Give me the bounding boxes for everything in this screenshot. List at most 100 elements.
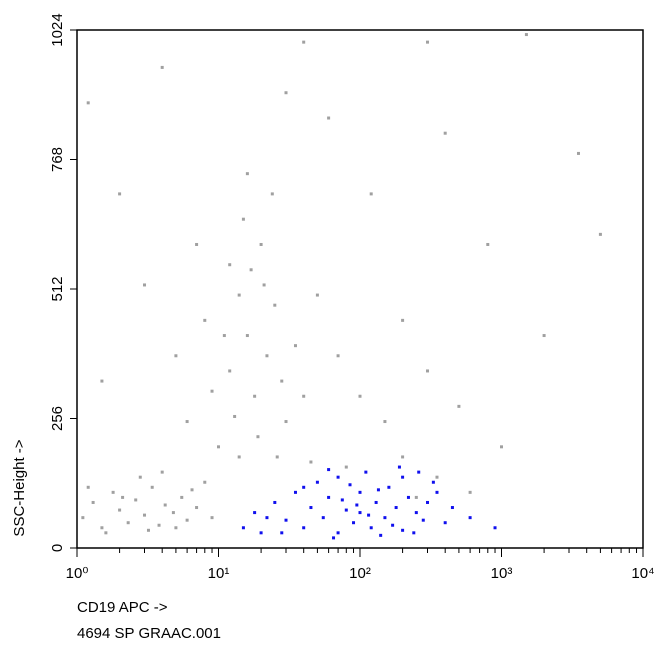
point — [280, 531, 284, 535]
point — [426, 369, 430, 373]
point — [468, 490, 472, 494]
y-tick-label: 256 — [49, 406, 66, 431]
x-axis-label: CD19 APC -> — [77, 599, 168, 616]
point — [352, 521, 356, 525]
point — [394, 506, 398, 510]
point — [259, 531, 263, 535]
y-axis-label: SSC-Height -> — [11, 439, 28, 536]
point — [185, 420, 189, 424]
point — [273, 500, 277, 504]
point — [195, 506, 199, 510]
y-tick-label: 0 — [49, 544, 66, 552]
point — [493, 526, 497, 530]
point — [143, 283, 147, 287]
point — [321, 516, 325, 520]
point — [435, 475, 439, 479]
point — [414, 511, 418, 515]
point — [426, 500, 430, 504]
point — [91, 500, 95, 504]
point — [233, 414, 237, 418]
point — [121, 495, 125, 499]
point — [302, 526, 306, 530]
point — [174, 354, 178, 358]
point — [126, 521, 130, 525]
point — [195, 242, 199, 246]
point — [412, 531, 416, 535]
point — [163, 503, 167, 507]
point — [249, 268, 253, 272]
point — [253, 511, 257, 515]
point — [327, 495, 331, 499]
point — [284, 91, 288, 95]
point — [190, 488, 194, 492]
point — [265, 354, 269, 358]
point — [315, 480, 319, 484]
point — [348, 483, 352, 487]
point — [344, 465, 348, 469]
point — [383, 516, 387, 520]
point — [302, 394, 306, 398]
point — [259, 242, 263, 246]
point — [100, 379, 104, 383]
point — [391, 523, 395, 527]
point — [358, 490, 362, 494]
point — [157, 523, 161, 527]
point — [138, 475, 142, 479]
point — [576, 151, 580, 155]
point — [174, 526, 178, 530]
point — [104, 531, 108, 535]
point — [327, 116, 331, 120]
point — [336, 354, 340, 358]
x-axis-sublabel: 4694 SP GRAAC.001 — [77, 625, 221, 642]
point — [542, 334, 546, 338]
point — [203, 318, 207, 322]
point — [468, 516, 472, 520]
point — [262, 283, 266, 287]
point — [340, 498, 344, 502]
point — [245, 334, 249, 338]
point — [383, 420, 387, 424]
point — [401, 455, 405, 459]
point — [332, 536, 336, 540]
point — [598, 232, 602, 236]
point — [146, 528, 150, 532]
point — [327, 468, 331, 472]
point — [309, 460, 313, 464]
point — [118, 508, 122, 512]
point — [180, 495, 184, 499]
point — [241, 217, 245, 221]
point — [86, 485, 90, 489]
point — [401, 528, 405, 532]
point — [171, 511, 175, 515]
point — [241, 526, 245, 530]
point — [237, 455, 241, 459]
y-tick-label: 1024 — [49, 13, 66, 46]
point — [367, 513, 371, 517]
point — [284, 518, 288, 522]
point — [426, 40, 430, 44]
point — [344, 508, 348, 512]
point — [315, 293, 319, 297]
point — [143, 513, 147, 517]
point — [293, 490, 297, 494]
point — [293, 344, 297, 348]
point — [397, 465, 401, 469]
point — [86, 101, 90, 105]
point — [401, 318, 405, 322]
point — [118, 192, 122, 196]
point — [228, 263, 232, 267]
point — [435, 490, 439, 494]
point — [100, 526, 104, 530]
point — [421, 518, 425, 522]
point — [486, 242, 490, 246]
point — [431, 480, 435, 484]
point — [369, 192, 373, 196]
y-tick-label: 768 — [49, 147, 66, 172]
point — [265, 516, 269, 520]
point — [355, 503, 359, 507]
point — [369, 526, 373, 530]
point — [336, 531, 340, 535]
point — [414, 495, 418, 499]
point — [160, 65, 164, 69]
